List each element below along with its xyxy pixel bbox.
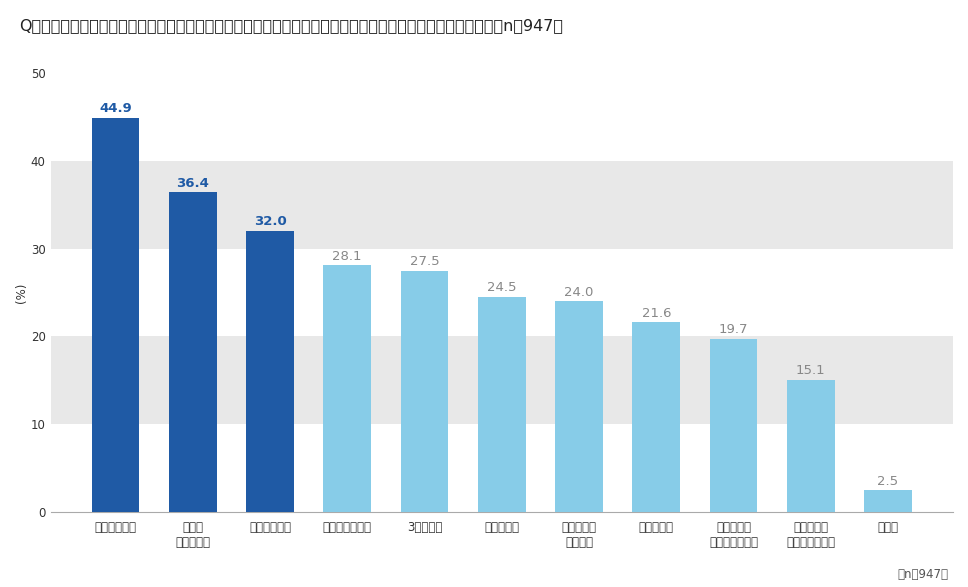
Bar — [555, 301, 603, 512]
Text: 36.4: 36.4 — [176, 177, 209, 190]
Text: 15.1: 15.1 — [796, 364, 826, 377]
Bar — [50, 336, 953, 424]
Text: Q　あなたは、胃に負担がかからないよう、どのような対策を行なっていますか。（お答えはいくつでも）　（n＝947）: Q あなたは、胃に負担がかからないよう、どのような対策を行なっていますか。（お答… — [19, 18, 563, 33]
Bar — [710, 339, 758, 512]
Bar — [246, 231, 294, 512]
Text: （n＝947）: （n＝947） — [897, 568, 949, 581]
Bar — [323, 265, 371, 512]
Bar — [92, 117, 139, 512]
Text: 44.9: 44.9 — [99, 102, 132, 115]
Bar — [50, 248, 953, 336]
Text: 19.7: 19.7 — [719, 323, 748, 336]
Y-axis label: (%): (%) — [15, 282, 28, 303]
Bar — [787, 380, 834, 512]
Text: 28.1: 28.1 — [332, 249, 362, 262]
Bar — [864, 490, 912, 512]
Bar — [478, 297, 526, 512]
Text: 32.0: 32.0 — [254, 215, 287, 228]
Bar — [168, 193, 217, 512]
Text: 24.0: 24.0 — [564, 286, 593, 299]
Bar — [50, 424, 953, 512]
Bar — [632, 322, 681, 512]
Text: 21.6: 21.6 — [642, 307, 671, 320]
Bar — [50, 73, 953, 161]
Bar — [401, 271, 448, 512]
Text: 2.5: 2.5 — [877, 474, 898, 488]
Text: 24.5: 24.5 — [487, 281, 517, 294]
Text: 27.5: 27.5 — [409, 255, 439, 268]
Bar — [50, 161, 953, 248]
